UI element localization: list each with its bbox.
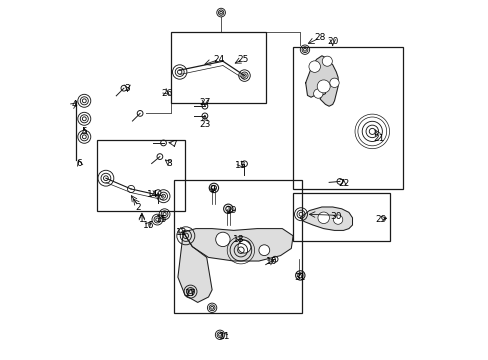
- Text: 29: 29: [375, 215, 386, 224]
- Text: 18: 18: [233, 235, 244, 244]
- Polygon shape: [300, 207, 352, 230]
- Bar: [292, 193, 389, 241]
- Circle shape: [215, 232, 230, 247]
- Circle shape: [329, 78, 339, 87]
- Circle shape: [317, 80, 329, 93]
- Bar: [174, 180, 302, 313]
- Text: 5: 5: [81, 127, 87, 136]
- Bar: [292, 47, 402, 189]
- Bar: [97, 140, 185, 211]
- Text: 13: 13: [235, 161, 246, 170]
- Text: 31: 31: [294, 273, 305, 282]
- Polygon shape: [178, 232, 212, 302]
- Circle shape: [308, 61, 320, 72]
- Text: 9: 9: [209, 185, 215, 194]
- Text: 7: 7: [171, 140, 177, 149]
- Text: 10: 10: [265, 256, 277, 266]
- Bar: [170, 32, 265, 103]
- Circle shape: [333, 215, 342, 224]
- Text: 15: 15: [156, 215, 167, 224]
- Text: 20: 20: [326, 37, 338, 46]
- Text: 26: 26: [161, 89, 172, 98]
- Text: 16: 16: [143, 220, 155, 230]
- Text: 30: 30: [330, 212, 341, 220]
- Circle shape: [238, 240, 250, 253]
- Text: 1: 1: [139, 215, 144, 224]
- Text: 8: 8: [166, 159, 171, 168]
- Text: 17: 17: [184, 289, 196, 298]
- Text: 19: 19: [225, 206, 237, 215]
- Text: 2: 2: [135, 202, 141, 212]
- Text: 28: 28: [314, 33, 325, 42]
- Circle shape: [313, 89, 322, 98]
- Text: 23: 23: [199, 120, 210, 129]
- Text: 11: 11: [219, 332, 230, 341]
- Text: 6: 6: [77, 159, 82, 168]
- Text: 3: 3: [124, 84, 130, 93]
- Circle shape: [258, 245, 269, 256]
- Circle shape: [317, 212, 329, 224]
- Text: 12: 12: [176, 228, 187, 237]
- Text: 24: 24: [213, 55, 224, 64]
- Text: 22: 22: [337, 179, 348, 188]
- Polygon shape: [183, 229, 292, 261]
- Text: 21: 21: [373, 134, 385, 143]
- Text: 14: 14: [147, 190, 158, 199]
- Text: 25: 25: [237, 55, 248, 64]
- Polygon shape: [305, 56, 337, 106]
- Text: 4: 4: [72, 100, 77, 109]
- Text: 27: 27: [199, 98, 210, 107]
- Circle shape: [322, 56, 332, 66]
